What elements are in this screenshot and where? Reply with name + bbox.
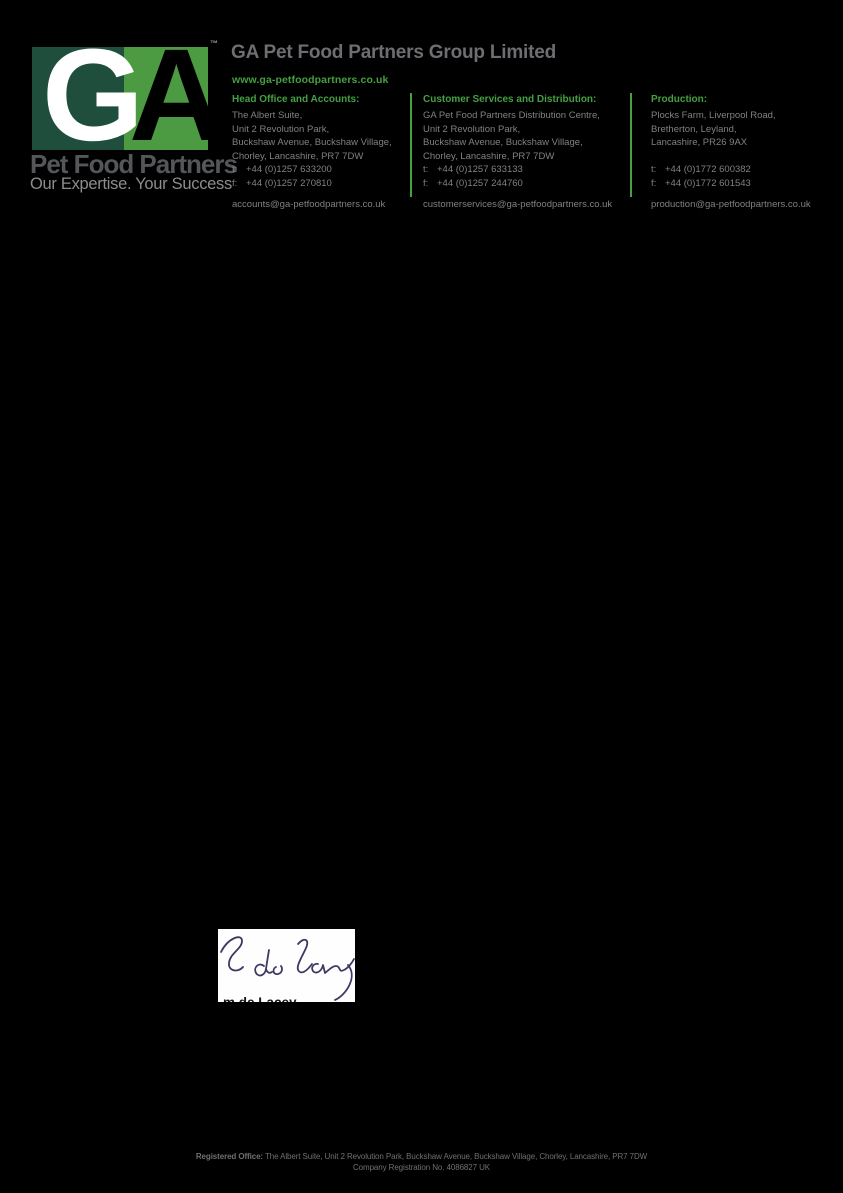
address-line: Unit 2 Revolution Park, xyxy=(232,123,330,135)
column-divider xyxy=(630,93,632,197)
fax-number: +44 (0)1772 601543 xyxy=(665,177,751,189)
contact-column-head-office: Head Office and Accounts: The Albert Sui… xyxy=(232,93,407,212)
email-address: accounts@ga-petfoodpartners.co.uk xyxy=(232,199,386,211)
company-registration-line: Company Registration No. 4086827 UK xyxy=(352,1163,491,1172)
logo-wordmark: Pet Food Partners xyxy=(30,149,238,179)
registered-office-address: The Albert Suite, Unit 2 Revolution Park… xyxy=(262,1152,648,1161)
address-line: The Albert Suite, xyxy=(232,110,303,122)
telephone-row: t: +44 (0)1772 600382 xyxy=(651,163,836,176)
tel-number: +44 (0)1257 633133 xyxy=(437,164,523,176)
handwritten-signature xyxy=(220,936,355,1001)
address-line: Buckshaw Avenue, Buckshaw Village, xyxy=(232,137,392,149)
tel-label: t: xyxy=(651,164,657,176)
address-line: Bretherton, Leyland, xyxy=(651,123,737,135)
fax-label: f: xyxy=(423,177,429,189)
footer: Registered Office: The Albert Suite, Uni… xyxy=(0,1151,843,1173)
address-line: Buckshaw Avenue, Buckshaw Village, xyxy=(423,137,583,149)
contact-column-production: Production: Plocks Farm, Liverpool Road,… xyxy=(651,93,836,212)
company-title: GA Pet Food Partners Group Limited xyxy=(231,42,557,63)
address-line: Plocks Farm, Liverpool Road, xyxy=(651,110,776,122)
logo-letter-a: A xyxy=(129,21,224,168)
signature-area: m de Lacey xyxy=(218,929,355,1002)
fax-row: f: +44 (0)1257 244760 xyxy=(423,177,625,190)
logo-dark-square xyxy=(32,47,124,150)
fax-label: f: xyxy=(651,177,657,189)
address-block: The Albert Suite, Unit 2 Revolution Park… xyxy=(232,109,407,163)
signatory-name: m de Lacey xyxy=(223,995,297,1002)
tel-label: t: xyxy=(232,164,238,176)
registered-office-line: Registered Office: The Albert Suite, Uni… xyxy=(0,1151,843,1162)
registered-office-label: Registered Office: xyxy=(195,1152,263,1161)
logo-green-square xyxy=(124,47,208,150)
column-heading: Production: xyxy=(651,94,708,105)
address-line: Unit 2 Revolution Park, xyxy=(423,123,521,135)
column-heading: Customer Services and Distribution: xyxy=(423,94,597,105)
email-address: production@ga-petfoodpartners.co.uk xyxy=(651,199,811,211)
logo-tagline: Our Expertise. Your Success xyxy=(30,175,232,193)
fax-row: f: +44 (0)1257 270810 xyxy=(232,177,407,190)
column-divider xyxy=(410,93,412,197)
address-block: GA Pet Food Partners Distribution Centre… xyxy=(423,109,625,163)
fax-label: f: xyxy=(232,177,238,189)
telephone-row: t: +44 (0)1257 633200 xyxy=(232,163,407,176)
column-heading: Head Office and Accounts: xyxy=(232,94,360,105)
tel-number: +44 (0)1772 600382 xyxy=(665,164,751,176)
telephone-row: t: +44 (0)1257 633133 xyxy=(423,163,625,176)
fax-number: +44 (0)1257 270810 xyxy=(246,177,332,189)
logo-letter-g: G xyxy=(42,21,144,168)
signature-ink-path xyxy=(220,936,244,972)
trademark-symbol: ™ xyxy=(210,39,218,48)
fax-number: +44 (0)1257 244760 xyxy=(437,177,523,189)
address-line: Chorley, Lancashire, PR7 7DW xyxy=(232,150,364,162)
email-address: customerservices@ga-petfoodpartners.co.u… xyxy=(423,199,613,211)
website-url: www.ga-petfoodpartners.co.uk xyxy=(232,74,389,86)
address-line: GA Pet Food Partners Distribution Centre… xyxy=(423,110,600,122)
contact-column-customer-services: Customer Services and Distribution: GA P… xyxy=(423,93,625,212)
tel-number: +44 (0)1257 633200 xyxy=(246,164,332,176)
fax-row: f: +44 (0)1772 601543 xyxy=(651,177,836,190)
address-block: Plocks Farm, Liverpool Road, Bretherton,… xyxy=(651,109,836,163)
address-line: Chorley, Lancashire, PR7 7DW xyxy=(423,150,555,162)
address-line: Lancashire, PR26 9AX xyxy=(651,137,748,149)
company-logo: G A ™ Pet Food Partners Our Expertise. Y… xyxy=(30,29,238,193)
tel-label: t: xyxy=(423,164,429,176)
